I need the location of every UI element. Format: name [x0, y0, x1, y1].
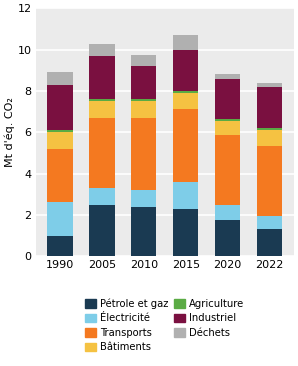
- Bar: [131, 206, 156, 256]
- Y-axis label: Mt d'éq. CO₂: Mt d'éq. CO₂: [4, 97, 15, 167]
- Bar: [89, 101, 114, 118]
- Bar: [131, 101, 156, 118]
- Bar: [173, 35, 198, 49]
- Bar: [257, 229, 282, 256]
- Bar: [257, 130, 282, 146]
- Bar: [173, 49, 198, 91]
- Bar: [215, 135, 240, 205]
- Bar: [47, 132, 73, 149]
- Bar: [173, 109, 198, 182]
- Bar: [215, 205, 240, 220]
- Bar: [215, 119, 240, 121]
- Bar: [257, 216, 282, 229]
- Bar: [131, 118, 156, 190]
- Bar: [173, 91, 198, 93]
- Bar: [173, 182, 198, 209]
- Bar: [89, 44, 114, 56]
- Bar: [173, 93, 198, 109]
- Bar: [89, 118, 114, 188]
- Bar: [47, 85, 73, 130]
- Bar: [215, 220, 240, 256]
- Bar: [47, 202, 73, 236]
- Bar: [47, 72, 73, 85]
- Bar: [257, 83, 282, 87]
- Bar: [215, 79, 240, 119]
- Bar: [89, 188, 114, 205]
- Bar: [215, 121, 240, 135]
- Bar: [257, 87, 282, 128]
- Bar: [131, 55, 156, 66]
- Legend: Pétrole et gaz, Électricité, Transports, Bâtiments, Agriculture, Industriel, Déc: Pétrole et gaz, Électricité, Transports,…: [85, 298, 245, 352]
- Bar: [131, 190, 156, 206]
- Bar: [257, 128, 282, 130]
- Bar: [131, 99, 156, 101]
- Bar: [257, 146, 282, 216]
- Bar: [173, 209, 198, 256]
- Bar: [47, 236, 73, 256]
- Bar: [89, 205, 114, 256]
- Bar: [131, 66, 156, 99]
- Bar: [47, 149, 73, 202]
- Bar: [215, 74, 240, 79]
- Bar: [47, 130, 73, 132]
- Bar: [89, 99, 114, 101]
- Bar: [89, 56, 114, 99]
